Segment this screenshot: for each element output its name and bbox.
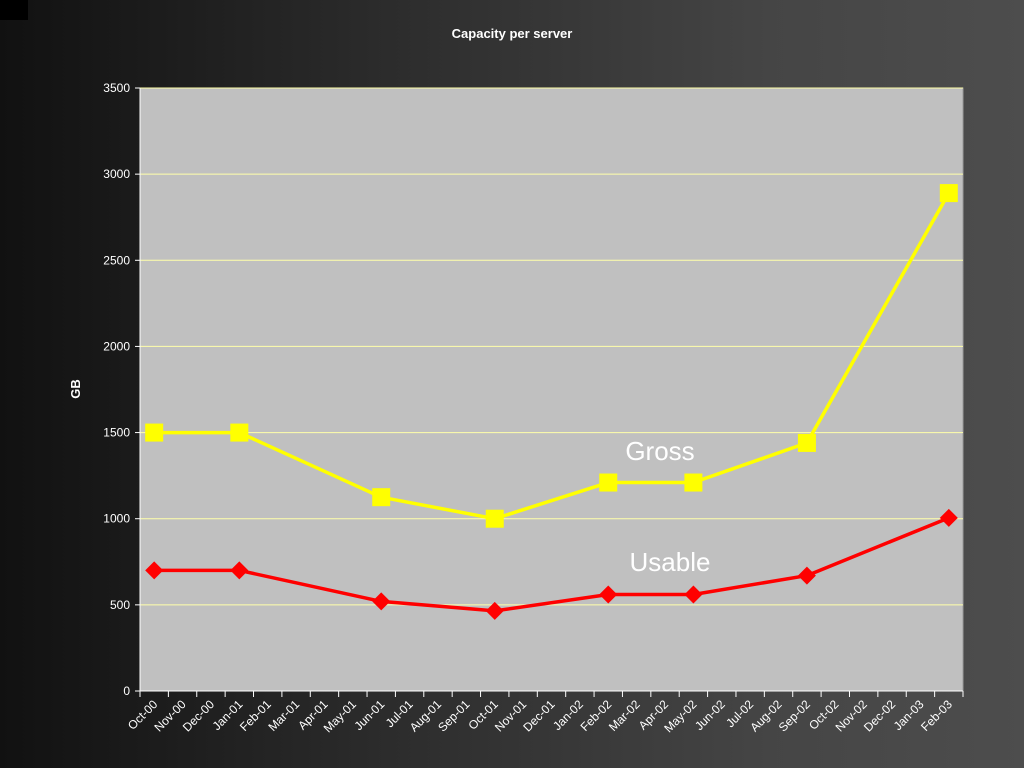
series-line-gross [154,192,951,521]
data-point-usable [230,561,249,580]
data-point-usable [797,566,816,585]
data-point-usable [145,561,164,580]
x-tick-label: Dec-01 [520,697,557,734]
x-tick-label: Mar-02 [606,697,643,734]
series-label-gross: Gross [625,436,694,466]
plot-area [139,87,964,692]
y-tick-label: 3000 [103,167,130,181]
x-tick-label: May-01 [321,697,359,735]
data-point-gross [939,184,958,203]
data-point-gross [485,509,504,528]
y-tick-label: 2500 [103,253,130,267]
x-tick-label: Mar-01 [265,697,302,734]
data-point-usable [372,592,391,611]
data-point-gross [599,473,618,492]
data-point-usable [485,601,504,620]
data-point-usable [599,585,618,604]
series-label-usable: Usable [630,547,711,577]
chart-title: Capacity per server [452,26,573,41]
series-line-usable [154,516,950,613]
x-tick-label: Jun-01 [351,697,387,733]
y-tick-label: 1000 [103,512,130,526]
data-point-gross [372,488,391,507]
y-tick-label: 3500 [103,81,130,95]
x-tick-label: Sep-02 [776,697,813,734]
y-tick-label: 0 [123,684,130,698]
data-point-gross [684,473,703,492]
y-tick-label: 500 [110,598,130,612]
y-tick-label: 1500 [103,426,130,440]
data-point-gross [230,423,249,442]
y-axis-label: GB [68,379,83,399]
data-point-usable [939,508,958,527]
data-point-usable [684,585,703,604]
y-tick-label: 2000 [103,339,130,353]
corner-mark [0,0,28,20]
x-tick-label: May-02 [661,697,699,735]
x-tick-label: Feb-03 [918,697,955,734]
data-point-gross [797,433,816,452]
x-tick-label: Dec-00 [180,697,217,734]
data-point-gross [145,423,164,442]
x-tick-label: Sep-01 [435,697,472,734]
x-tick-label: Dec-02 [861,697,898,734]
x-tick-label: Jun-02 [692,697,728,733]
